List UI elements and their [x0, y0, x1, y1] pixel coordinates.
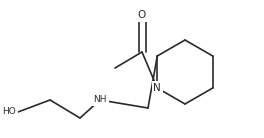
- Text: N: N: [153, 83, 161, 93]
- Text: HO: HO: [2, 108, 16, 116]
- Text: NH: NH: [93, 95, 107, 104]
- Text: O: O: [138, 10, 146, 20]
